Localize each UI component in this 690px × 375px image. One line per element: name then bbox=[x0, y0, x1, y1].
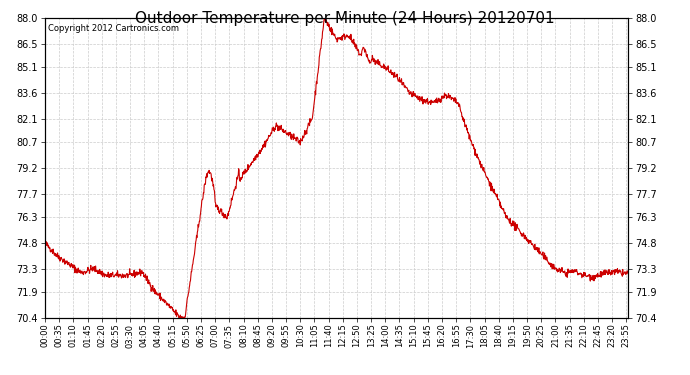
Text: Copyright 2012 Cartronics.com: Copyright 2012 Cartronics.com bbox=[48, 24, 179, 33]
Text: Outdoor Temperature per Minute (24 Hours) 20120701: Outdoor Temperature per Minute (24 Hours… bbox=[135, 11, 555, 26]
